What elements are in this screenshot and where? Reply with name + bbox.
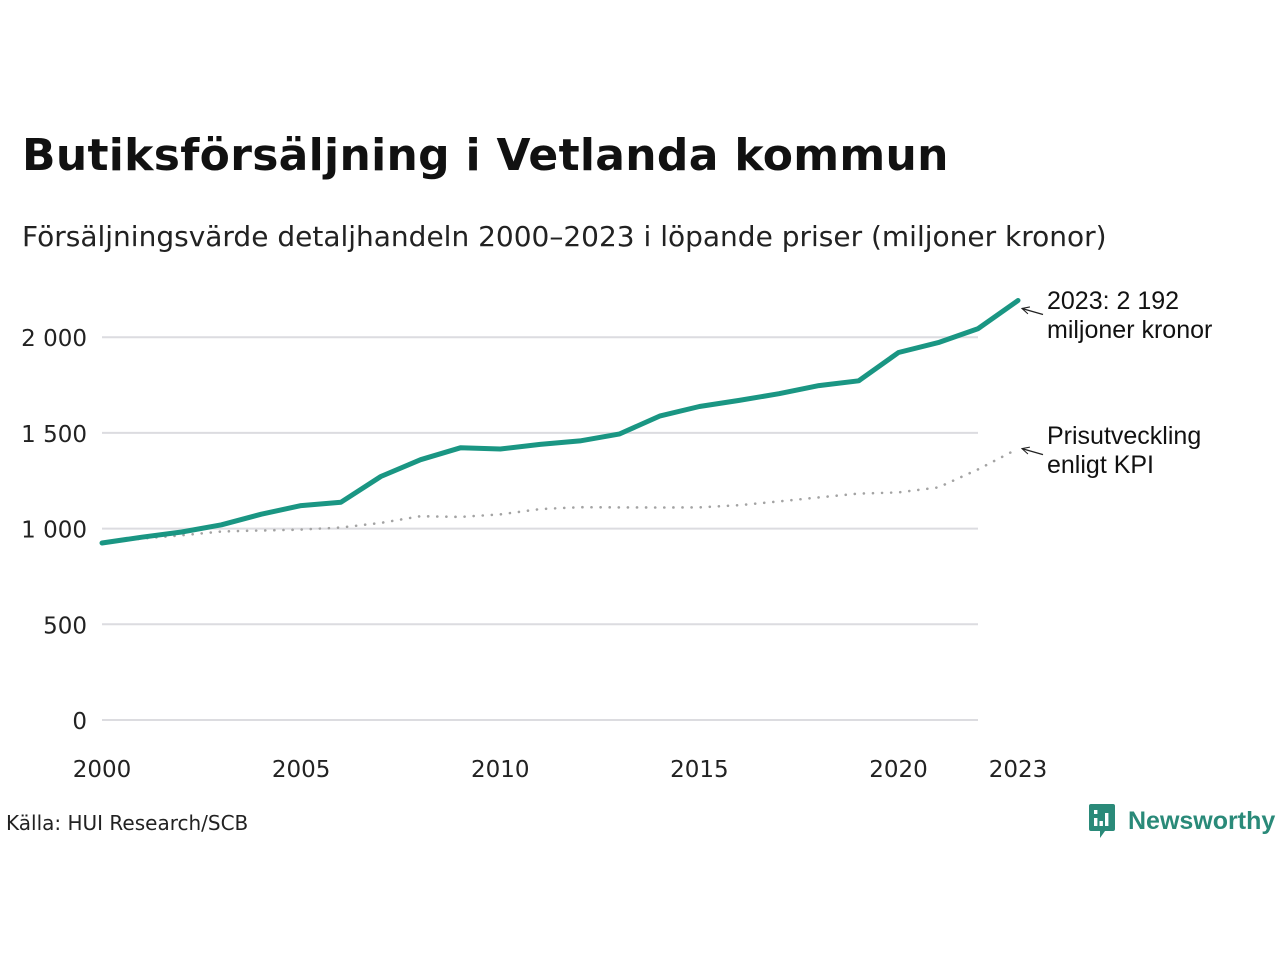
chart-title: Butiksförsäljning i Vetlanda kommun: [22, 130, 949, 181]
newsworthy-logo-icon: [1089, 804, 1115, 838]
y-tick-label: 1 500: [21, 422, 87, 448]
y-tick-label: 1 000: [21, 518, 87, 544]
annotation-text: Prisutveckling: [1047, 422, 1201, 450]
x-tick-label: 2000: [73, 757, 132, 783]
annotation-text: miljoner kronor: [1047, 316, 1212, 344]
brand-name: Newsworthy: [1128, 806, 1276, 835]
annotation-text: enligt KPI: [1047, 451, 1154, 479]
x-tick-label: 2020: [869, 757, 928, 783]
x-tick-label: 2005: [272, 757, 331, 783]
x-tick-label: 2023: [989, 757, 1048, 783]
chart-subtitle: Försäljningsvärde detaljhandeln 2000–202…: [22, 220, 1107, 253]
y-tick-label: 0: [72, 709, 87, 735]
grid-lines: [102, 336, 978, 721]
annotation-text: 2023: 2 192: [1047, 287, 1179, 315]
sales-series-line: [99, 298, 1021, 546]
y-tick-label: 500: [43, 613, 87, 639]
y-tick-label: 2 000: [21, 326, 87, 352]
annotation-arrow: [1022, 449, 1044, 456]
brand[interactable]: Newsworthy: [1088, 803, 1275, 839]
x-axis-tick-labels: 2000 2005 2010 2015 2020 2023: [73, 757, 1048, 783]
x-tick-label: 2015: [670, 757, 729, 783]
annotation-arrow: [1022, 308, 1044, 316]
x-tick-label: 2010: [471, 757, 530, 783]
source-note: Källa: HUI Research/SCB: [6, 811, 249, 835]
series-lines: [99, 298, 1021, 546]
y-axis-tick-labels: 0 500 1 000 1 500 2 000: [21, 326, 87, 735]
